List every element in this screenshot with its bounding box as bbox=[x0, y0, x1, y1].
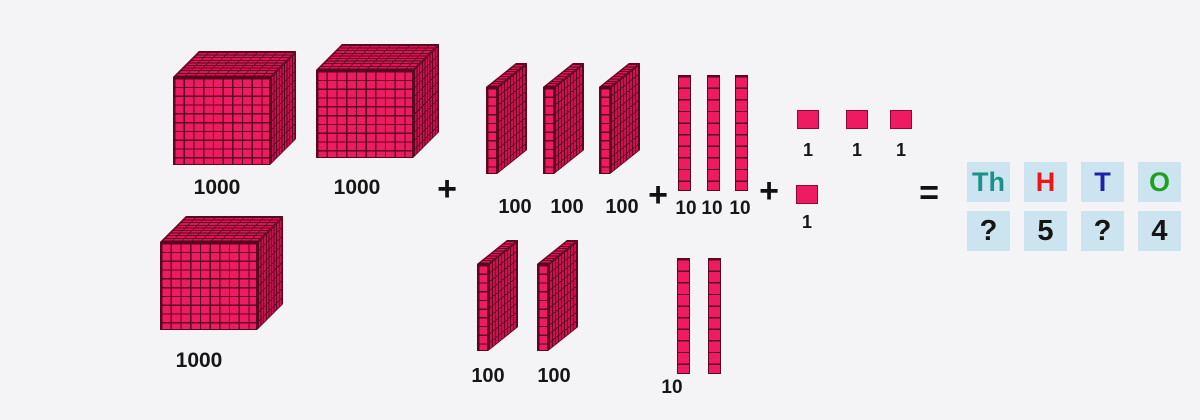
one-label: 1 bbox=[801, 212, 812, 232]
hundred-block bbox=[599, 62, 640, 175]
block-front-face bbox=[599, 87, 610, 174]
thousand-block bbox=[173, 51, 296, 165]
hundred-block bbox=[486, 62, 527, 175]
thousand-block bbox=[316, 44, 439, 158]
ten-block bbox=[678, 75, 691, 191]
equals-sign: = bbox=[919, 174, 939, 212]
thousand-label: 1000 bbox=[193, 176, 241, 199]
value-tens[interactable]: ? bbox=[1081, 211, 1124, 251]
header-tens: T bbox=[1081, 162, 1124, 202]
hundred-block bbox=[477, 239, 518, 351]
hundred-label: 100 bbox=[498, 196, 532, 218]
hundred-label: 100 bbox=[471, 365, 505, 387]
block-front-face bbox=[543, 87, 554, 174]
one-label: 1 bbox=[895, 140, 906, 160]
block-front-face bbox=[316, 70, 413, 158]
value-hundreds[interactable]: 5 bbox=[1024, 211, 1067, 251]
block-front-face bbox=[486, 87, 497, 174]
header-ones: O bbox=[1138, 162, 1181, 202]
thousand-block bbox=[160, 216, 283, 330]
place-value-table: Th H T O ? 5 ? 4 bbox=[967, 162, 1181, 251]
value-ones[interactable]: 4 bbox=[1138, 211, 1181, 251]
hundred-block bbox=[543, 62, 584, 175]
block-front-face bbox=[173, 77, 270, 165]
hundred-label: 100 bbox=[605, 196, 639, 218]
ten-block bbox=[735, 75, 748, 191]
ten-block bbox=[707, 75, 720, 191]
ten-label: 10 bbox=[675, 198, 697, 219]
ten-block bbox=[677, 258, 690, 374]
one-block bbox=[796, 185, 818, 204]
plus-sign: + bbox=[648, 176, 668, 214]
header-thousands: Th bbox=[967, 162, 1010, 202]
header-hundreds: H bbox=[1024, 162, 1067, 202]
plus-sign: + bbox=[437, 170, 457, 208]
hundred-block bbox=[537, 239, 578, 351]
block-front-face bbox=[537, 264, 548, 351]
one-block bbox=[890, 110, 912, 129]
ten-label: 10 bbox=[701, 198, 723, 219]
value-thousands[interactable]: ? bbox=[967, 211, 1010, 251]
one-block bbox=[846, 110, 868, 129]
thousand-label: 1000 bbox=[333, 176, 381, 199]
block-front-face bbox=[477, 264, 488, 351]
one-label: 1 bbox=[851, 140, 862, 160]
block-front-face bbox=[160, 242, 257, 330]
one-block bbox=[797, 110, 819, 129]
hundred-label: 100 bbox=[550, 196, 584, 218]
plus-sign: + bbox=[759, 172, 779, 210]
ten-block bbox=[708, 258, 721, 374]
hundred-label: 100 bbox=[537, 365, 571, 387]
thousand-label: 1000 bbox=[175, 349, 223, 372]
one-label: 1 bbox=[802, 140, 813, 160]
ten-label: 10 bbox=[729, 198, 751, 219]
ten-label: 10 bbox=[661, 377, 683, 398]
